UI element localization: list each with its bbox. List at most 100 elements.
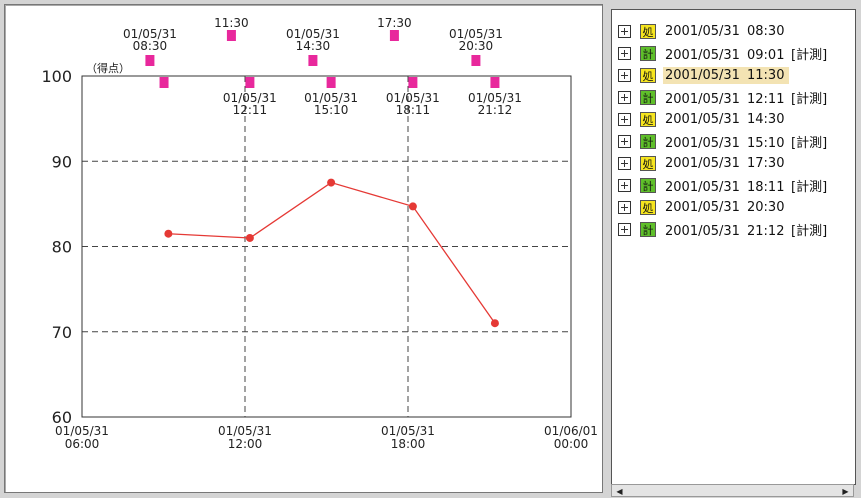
event-time: 17:30 [747, 155, 785, 171]
expand-plus-icon[interactable] [618, 112, 631, 126]
event-list-item[interactable]: 処 2001/05/31 11:30 [618, 64, 855, 86]
event-marker-date: 01/05/31 [449, 27, 503, 41]
x-tick-time: 18:00 [391, 437, 426, 451]
event-list-item[interactable]: 計 2001/05/31 15:10 [計測] [618, 130, 855, 152]
event-type-badge: 計 [640, 177, 656, 193]
expand-plus-icon[interactable] [618, 68, 631, 82]
score-point [164, 229, 173, 238]
event-time: 20:30 [747, 199, 785, 215]
event-date: 2001/05/31 [665, 155, 740, 171]
y-tick-label: 60 [52, 408, 72, 427]
event-text: 2001/05/31 21:12 [計測] [663, 219, 829, 240]
event-list-item[interactable]: 計 2001/05/31 21:12 [計測] [618, 218, 855, 240]
event-type-badge: 計 [640, 221, 656, 237]
measure-marker-lower [245, 77, 255, 88]
measure-marker-date: 01/05/31 [223, 91, 277, 105]
event-time: 09:01 [747, 47, 785, 63]
event-text: 2001/05/31 09:01 [計測] [663, 43, 829, 64]
event-time: 15:10 [747, 135, 785, 151]
event-type-badge: 処 [640, 155, 656, 171]
event-date: 2001/05/31 [665, 23, 740, 39]
event-type-badge: 処 [640, 111, 656, 127]
y-axis-label: （得点） [86, 62, 130, 75]
event-marker-upper [308, 55, 318, 66]
plot-frame [81, 75, 572, 418]
event-text: 2001/05/31 11:30 [663, 66, 789, 84]
event-date: 2001/05/31 [665, 111, 740, 127]
measure-marker-time: 21:12 [478, 103, 513, 117]
event-type-badge: 処 [640, 67, 656, 83]
event-date: 2001/05/31 [665, 199, 740, 215]
expand-plus-icon[interactable] [618, 156, 631, 170]
event-type-badge: 処 [640, 199, 656, 215]
y-tick-label: 90 [52, 152, 72, 171]
event-type-badge: 計 [640, 133, 656, 149]
event-list-panel: 処 2001/05/31 08:30 計 2001/05/31 09:01 [計測] 処 200… [611, 9, 856, 485]
event-text: 2001/05/31 12:11 [計測] [663, 87, 829, 108]
event-date: 2001/05/31 [665, 223, 740, 239]
event-tag: [計測] [791, 179, 828, 195]
y-tick-label: 80 [52, 238, 72, 257]
event-tag: [計測] [791, 47, 828, 63]
event-time: 12:11 [747, 91, 785, 107]
measure-marker-date: 01/05/31 [386, 91, 440, 105]
event-tag: [計測] [791, 223, 828, 239]
score-point [408, 202, 417, 211]
expand-plus-icon[interactable] [618, 24, 631, 38]
expand-plus-icon[interactable] [618, 178, 631, 192]
event-date: 2001/05/31 [665, 179, 740, 195]
event-tag: [計測] [791, 135, 828, 151]
event-list-item[interactable]: 計 2001/05/31 12:11 [計測] [618, 86, 855, 108]
event-marker-time: 11:30 [214, 16, 249, 30]
expand-plus-icon[interactable] [618, 134, 631, 148]
event-date: 2001/05/31 [665, 47, 740, 63]
measure-marker-time: 15:10 [314, 103, 349, 117]
event-list-item[interactable]: 処 2001/05/31 17:30 [618, 152, 855, 174]
measure-marker-time: 12:11 [233, 103, 268, 117]
x-tick-time: 00:00 [554, 437, 589, 451]
event-text: 2001/05/31 14:30 [663, 111, 789, 128]
expand-plus-icon[interactable] [618, 200, 631, 214]
score-point [327, 178, 336, 187]
event-list: 処 2001/05/31 08:30 計 2001/05/31 09:01 [計測] 処 200… [618, 20, 855, 240]
event-type-badge: 計 [640, 45, 656, 61]
x-tick-date: 01/05/31 [218, 424, 272, 438]
event-time: 18:11 [747, 179, 785, 195]
event-time: 21:12 [747, 223, 785, 239]
event-list-item[interactable]: 処 2001/05/31 08:30 [618, 20, 855, 42]
x-tick-time: 12:00 [228, 437, 263, 451]
event-time: 11:30 [747, 67, 785, 83]
event-marker-date: 01/05/31 [286, 27, 340, 41]
event-date: 2001/05/31 [665, 91, 740, 107]
event-list-item[interactable]: 計 2001/05/31 18:11 [計測] [618, 174, 855, 196]
event-marker-time: 08:30 [133, 39, 168, 53]
expand-plus-icon[interactable] [618, 46, 631, 60]
event-list-item[interactable]: 処 2001/05/31 14:30 [618, 108, 855, 130]
x-tick-time: 06:00 [65, 437, 100, 451]
event-marker-time: 14:30 [296, 39, 331, 53]
event-list-item[interactable]: 処 2001/05/31 20:30 [618, 196, 855, 218]
event-marker-time: 20:30 [459, 39, 494, 53]
chart-panel: 60 70 80 90 100 （得点） 01/05/31 06:00 01/05/31 12:0… [4, 4, 603, 493]
event-text: 2001/05/31 18:11 [計測] [663, 175, 829, 196]
score-point [490, 319, 499, 328]
event-marker-upper [389, 30, 399, 41]
scroll-left-icon[interactable]: ◀ [616, 487, 623, 496]
measure-marker-date: 01/05/31 [304, 91, 358, 105]
measure-marker-date: 01/05/31 [468, 91, 522, 105]
horizontal-scrollbar[interactable]: ◀ ▶ [611, 484, 854, 497]
y-tick-label: 70 [52, 323, 72, 342]
measure-marker-lower [159, 77, 169, 88]
event-list-item[interactable]: 計 2001/05/31 09:01 [計測] [618, 42, 855, 64]
event-tag: [計測] [791, 91, 828, 107]
measure-marker-lower [490, 77, 500, 88]
scroll-right-icon[interactable]: ▶ [842, 487, 849, 496]
event-type-badge: 処 [640, 23, 656, 39]
event-text: 2001/05/31 20:30 [663, 199, 789, 216]
event-marker-upper [471, 55, 481, 66]
y-tick-label: 100 [41, 67, 72, 86]
expand-plus-icon[interactable] [618, 90, 631, 104]
expand-plus-icon[interactable] [618, 222, 631, 236]
score-line [168, 181, 496, 324]
x-tick-date: 01/05/31 [55, 424, 109, 438]
